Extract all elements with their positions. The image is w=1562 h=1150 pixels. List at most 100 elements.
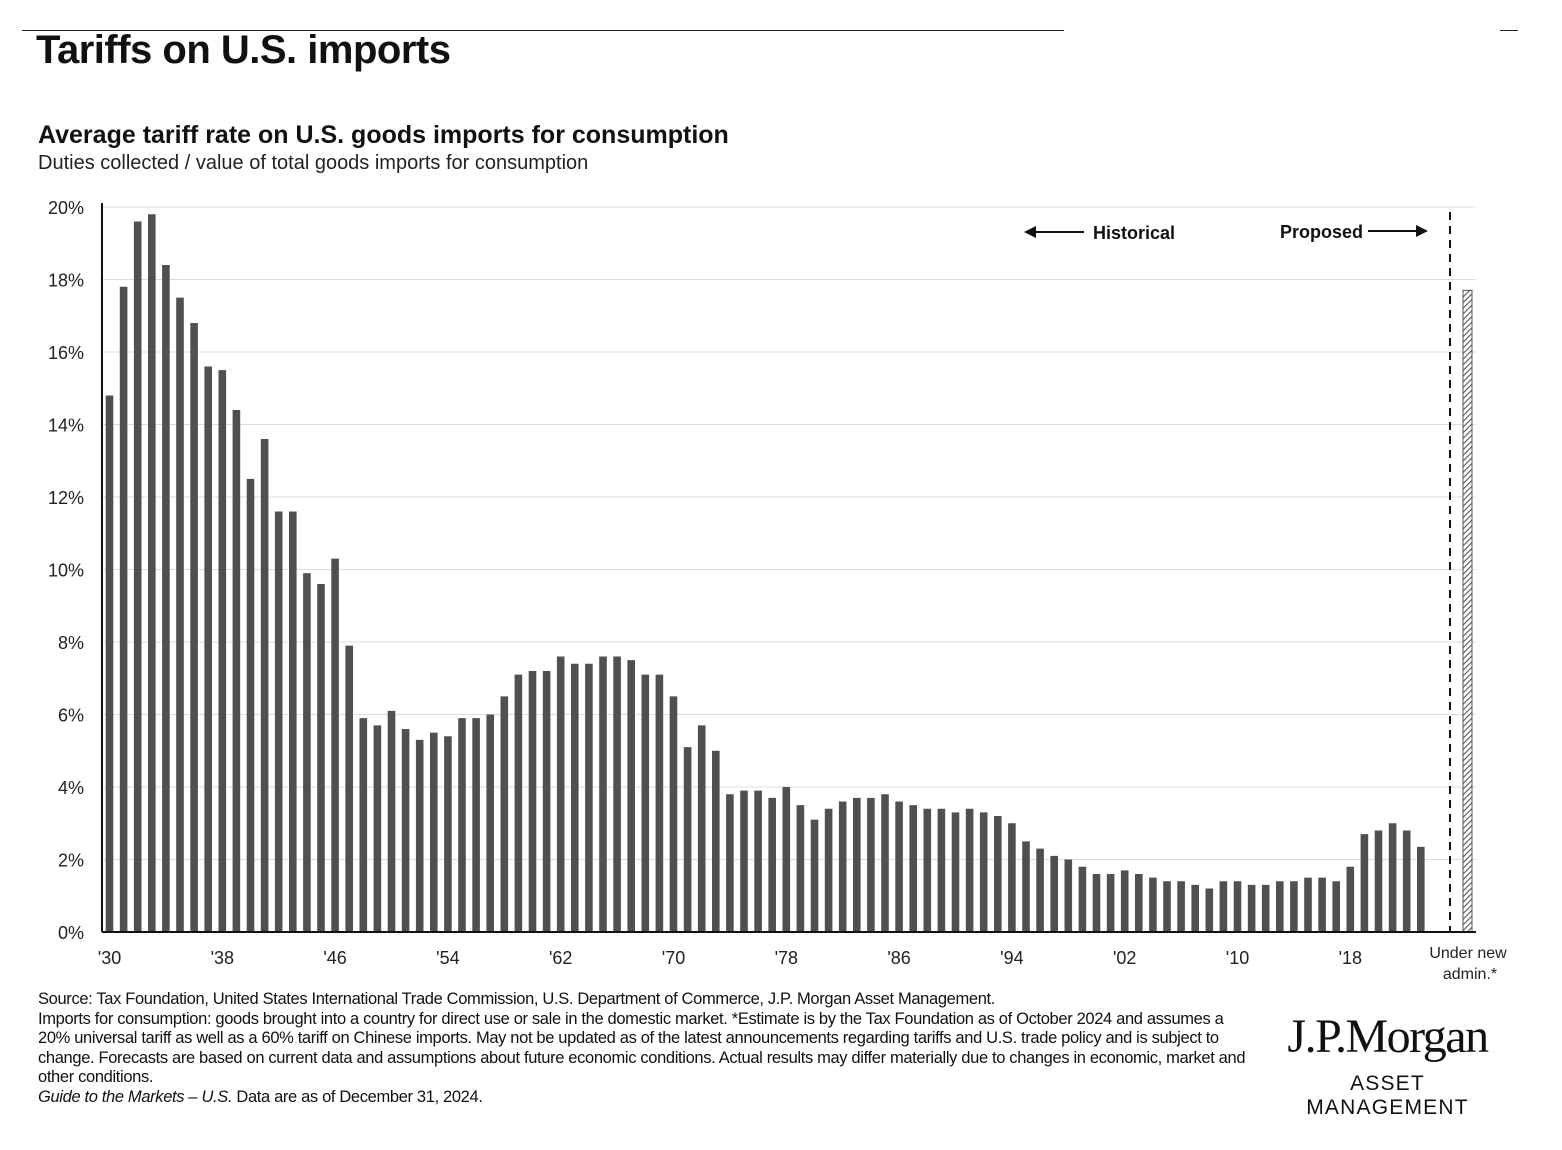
- bar: [1276, 881, 1284, 932]
- bar: [415, 739, 424, 932]
- bar: [204, 366, 212, 932]
- bar: [556, 656, 565, 932]
- bar: [387, 710, 396, 932]
- bar: [1374, 830, 1383, 932]
- x-tick-label: '02: [1113, 948, 1136, 968]
- bar: [1205, 888, 1214, 932]
- bar: [458, 718, 466, 932]
- logo-wordmark: J.P.Morgan: [1287, 1010, 1489, 1063]
- bar: [1008, 823, 1016, 932]
- axes: [101, 203, 1476, 933]
- y-tick-label: 6%: [58, 706, 84, 726]
- imports-note: Imports for consumption: goods brought i…: [38, 1009, 1246, 1087]
- historical-arrowhead: [1024, 226, 1036, 238]
- bar: [824, 808, 833, 932]
- bar: [1304, 877, 1312, 932]
- bar: [994, 816, 1002, 932]
- source-note: Source: Tax Foundation, United States In…: [38, 990, 995, 1008]
- bar: [1149, 877, 1157, 932]
- bar: [246, 478, 255, 932]
- y-tick-label: 20%: [48, 198, 84, 218]
- bar: [1332, 881, 1340, 932]
- bar: [500, 696, 509, 932]
- bar: [260, 439, 269, 932]
- jpmorgan-logo: J.P.Morgan ASSET MANAGEMENT: [1270, 1010, 1505, 1120]
- bar: [1092, 874, 1101, 932]
- bar: [1360, 834, 1369, 932]
- logo-subtitle: ASSET MANAGEMENT: [1306, 1072, 1469, 1119]
- proposed-label-line2: admin.*: [1443, 966, 1497, 983]
- bar: [768, 797, 776, 932]
- x-tick-label: '10: [1226, 948, 1249, 968]
- bar: [1036, 848, 1044, 932]
- bar: [373, 725, 382, 932]
- bar: [627, 660, 635, 932]
- bar: [232, 410, 241, 932]
- bar: [740, 790, 748, 932]
- guide-note: Guide to the Markets – U.S. Data are as …: [38, 1088, 1258, 1108]
- y-tick-label: 14%: [48, 416, 84, 436]
- bar: [1402, 830, 1411, 932]
- bar: [867, 797, 875, 932]
- historical-label: Historical: [1093, 223, 1175, 243]
- bar: [796, 805, 805, 932]
- bar: [613, 656, 621, 932]
- bar: [1219, 881, 1228, 932]
- bar: [895, 801, 903, 932]
- bar: [726, 794, 734, 932]
- bar: [1050, 855, 1058, 932]
- bar: [133, 221, 142, 932]
- bar: [1177, 881, 1185, 932]
- bar: [1318, 877, 1326, 932]
- bar: [923, 808, 932, 932]
- bar: [1247, 884, 1256, 932]
- bar: [148, 214, 156, 932]
- bar: [1233, 881, 1242, 932]
- bar: [486, 714, 494, 932]
- bar: [782, 787, 791, 932]
- bar: [1261, 884, 1270, 932]
- bar: [937, 808, 946, 932]
- bar: [669, 696, 678, 932]
- proposed-label-line1: Under new: [1429, 945, 1507, 962]
- proposed-annotation-label: Proposed: [1280, 222, 1363, 242]
- bar: [1417, 846, 1425, 932]
- bar: [331, 558, 339, 932]
- y-tick-label: 12%: [48, 488, 84, 508]
- bar: [430, 732, 438, 932]
- bar: [303, 573, 311, 932]
- bar: [909, 805, 917, 932]
- y-tick-label: 0%: [58, 923, 84, 943]
- gridlines: [102, 206, 1476, 860]
- y-tick-label: 18%: [48, 271, 84, 291]
- bar: [317, 584, 325, 932]
- x-tick-label: '78: [775, 948, 798, 968]
- y-tick-label: 2%: [58, 851, 84, 871]
- bar: [289, 511, 297, 932]
- y-tick-label: 4%: [58, 778, 84, 798]
- bar: [585, 663, 593, 932]
- x-tick-label: '46: [323, 948, 346, 968]
- chart-subtitle: Duties collected / value of total goods …: [38, 152, 589, 174]
- bar: [105, 395, 114, 932]
- y-tick-label: 8%: [58, 633, 84, 653]
- guide-title: Guide to the Markets – U.S.: [38, 1087, 233, 1106]
- bar: [542, 671, 551, 932]
- bar: [951, 812, 960, 932]
- bar: [965, 808, 974, 932]
- y-tick-label: 10%: [48, 561, 84, 581]
- bar: [810, 819, 819, 932]
- bar: [528, 671, 537, 932]
- top-rule-right: [1500, 30, 1518, 31]
- bar: [1078, 866, 1087, 932]
- proposed-arrowhead: [1416, 225, 1428, 237]
- annotations: Historical Proposed: [1024, 212, 1451, 932]
- bar: [599, 656, 607, 932]
- x-tick-label: '70: [662, 948, 685, 968]
- bar: [274, 511, 283, 932]
- x-tick-label: '86: [887, 948, 910, 968]
- x-tick-label: '38: [211, 948, 234, 968]
- x-tick-label: '94: [1000, 948, 1023, 968]
- bar: [514, 674, 523, 932]
- tariff-bar-chart: 0% 2% 4% 6% 8% 10% 12% 14% 16% 18% 20% '30 '38 '46 '54…: [48, 198, 1507, 983]
